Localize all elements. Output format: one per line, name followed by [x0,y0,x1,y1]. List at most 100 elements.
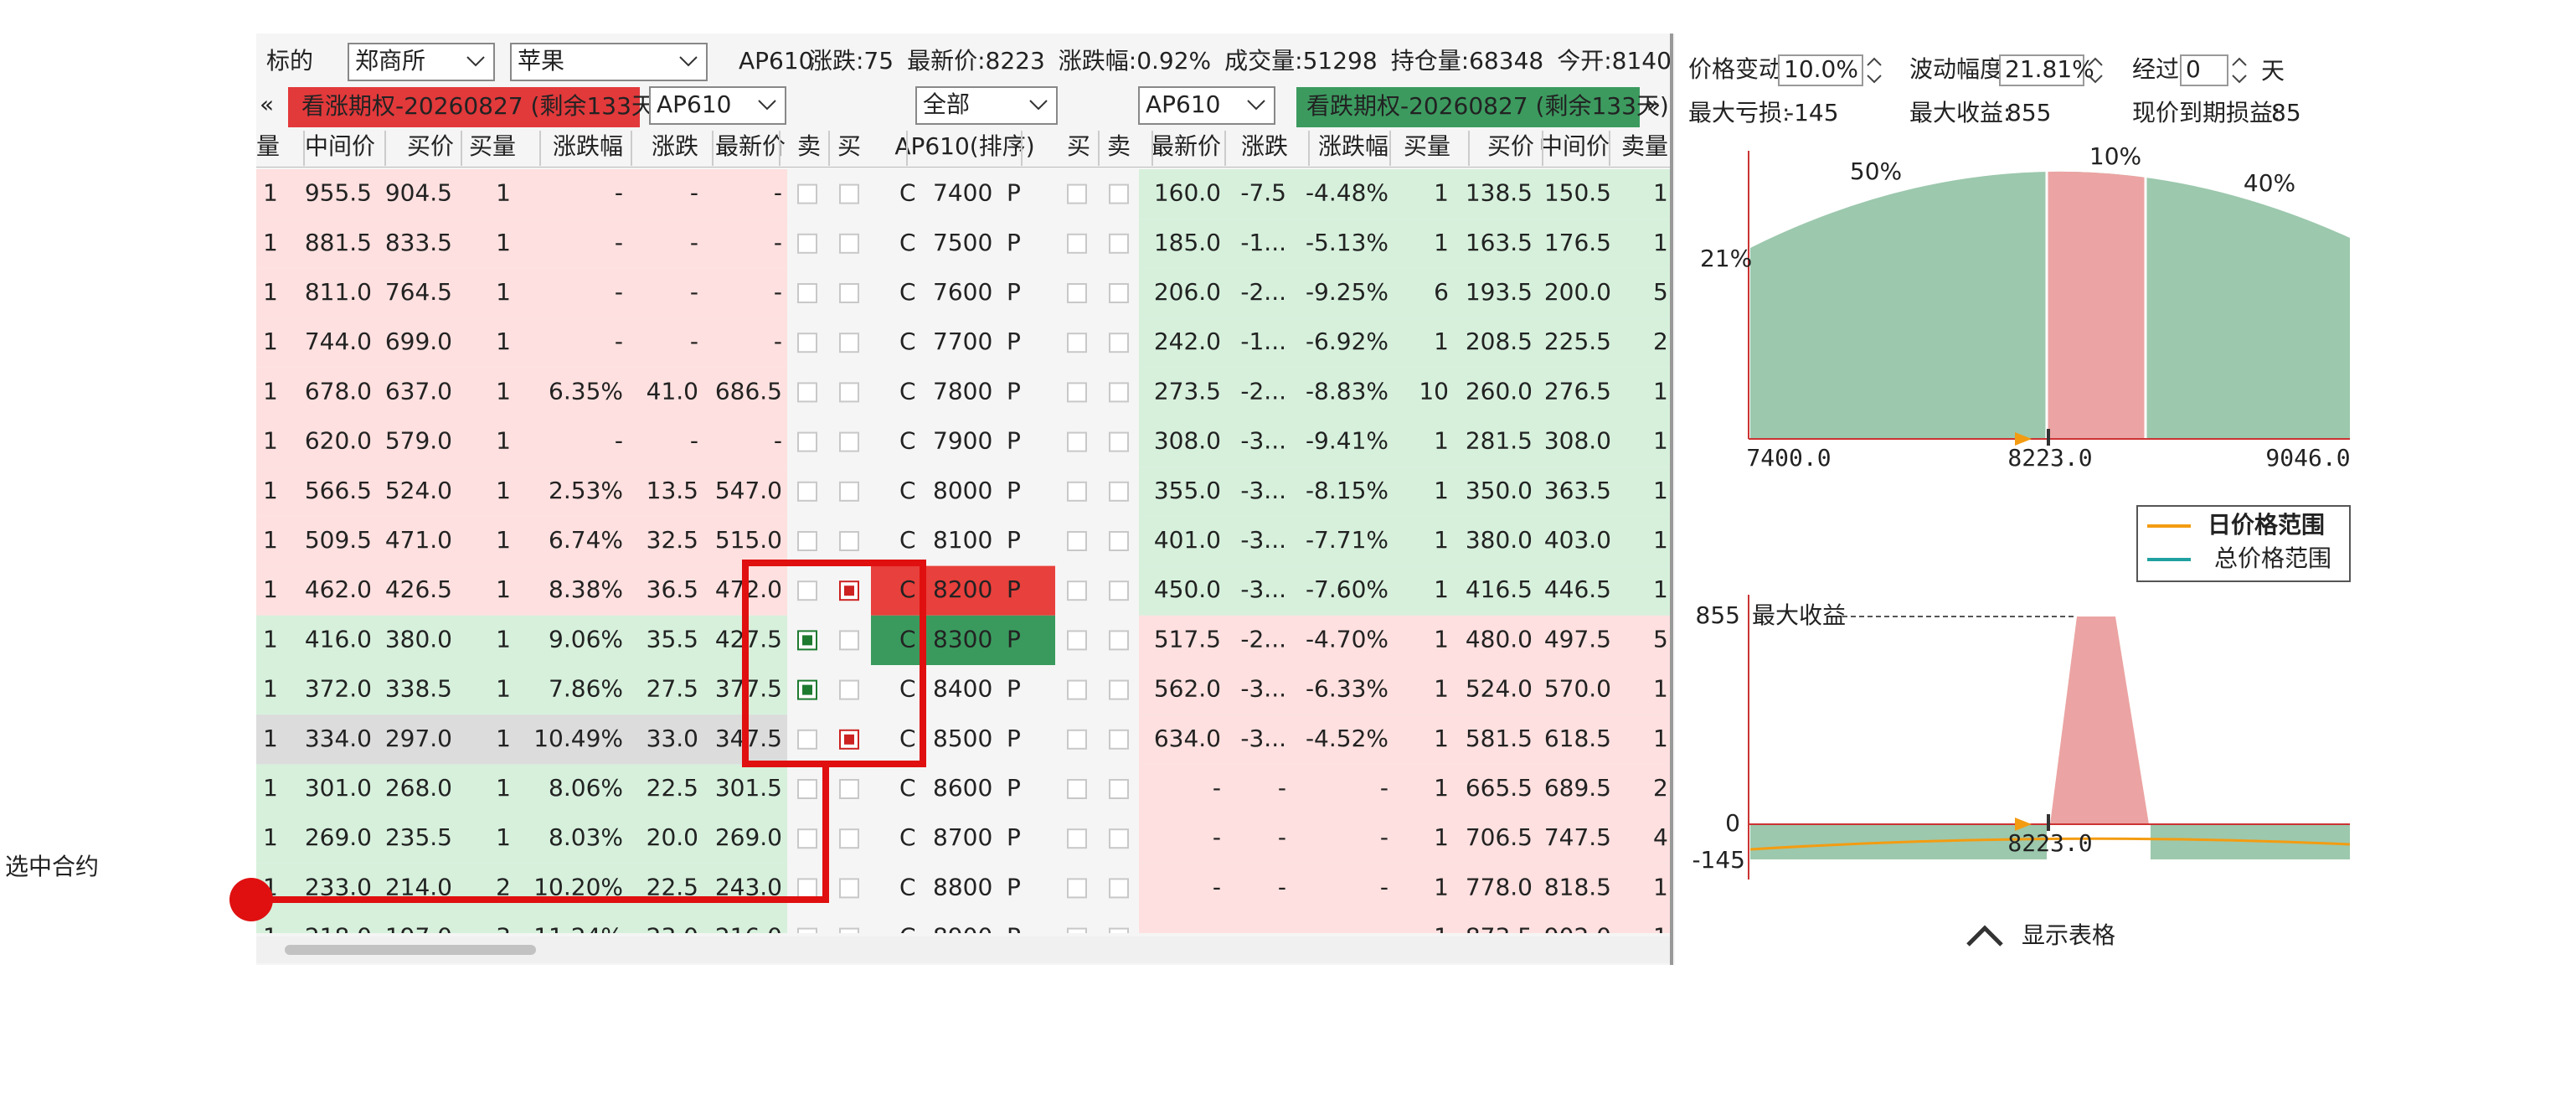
column-header[interactable]: 量 [256,132,280,160]
checkbox[interactable] [797,382,817,403]
select[interactable] [510,43,708,81]
call-cell: 214.0 [385,873,452,900]
call-tab[interactable] [288,87,640,127]
toggle-button[interactable]: 显示表格 [2022,921,2115,949]
column-header[interactable]: 中间价 [1539,132,1610,160]
checkbox[interactable] [1067,927,1087,947]
checkbox[interactable] [797,431,817,452]
checkbox[interactable] [1109,382,1129,403]
column-header[interactable]: 涨跌幅 [553,132,623,160]
call-cell: 269.0 [305,823,372,851]
checkbox[interactable] [1067,183,1087,204]
column-header[interactable]: 买量 [1404,132,1450,160]
checkbox[interactable] [1067,333,1087,353]
checkbox[interactable] [839,481,859,502]
column-header[interactable]: 最新价 [1151,132,1221,160]
next-button[interactable]: » [1646,90,1661,118]
prev-button[interactable]: « [260,90,274,118]
column-header[interactable]: 最新价 [715,132,786,160]
checkbox[interactable] [797,183,817,204]
select[interactable] [915,86,1058,125]
checkbox[interactable] [797,729,817,750]
checkbox[interactable] [797,878,817,899]
column-header[interactable]: 涨跌 [652,132,698,160]
checkbox[interactable] [1067,729,1087,750]
checkbox[interactable] [839,679,859,700]
checkbox[interactable] [1109,531,1129,551]
column-header[interactable]: 涨跌 [1241,132,1288,160]
checkbox[interactable] [797,828,817,849]
checkbox[interactable] [839,531,859,551]
checkbox[interactable] [839,382,859,403]
checkbox[interactable] [1067,630,1087,651]
checkbox[interactable] [839,431,859,452]
checkbox[interactable] [1067,679,1087,700]
checkbox[interactable] [1109,878,1129,899]
column-header[interactable]: 买 [837,132,861,160]
column-header[interactable]: 卖量 [1621,132,1668,160]
column-header[interactable]: 买价 [1487,132,1534,160]
column-header[interactable]: 涨跌幅 [1318,132,1388,160]
checkbox[interactable] [1109,630,1129,651]
checkbox[interactable] [1109,679,1129,700]
input[interactable] [2180,54,2228,86]
checkbox[interactable] [1109,779,1129,799]
checkbox[interactable] [1067,283,1087,303]
spinner[interactable] [1867,57,1882,84]
column-header[interactable]: 买价 [407,132,454,160]
checkbox[interactable] [1067,531,1087,551]
checkbox[interactable] [797,481,817,502]
input[interactable] [1778,54,1863,86]
checkbox[interactable] [1109,481,1129,502]
checkbox[interactable] [839,878,859,899]
checkbox[interactable] [1109,283,1129,303]
checkbox[interactable] [1109,333,1129,353]
checkbox[interactable] [839,779,859,799]
checkbox[interactable] [797,531,817,551]
checkbox[interactable] [1067,878,1087,899]
scrollbar-thumb[interactable] [285,945,536,955]
call-cell: 8.03% [549,823,623,851]
column-header[interactable]: AP610(排序) [894,132,1034,160]
checkbox[interactable] [1067,481,1087,502]
select[interactable] [348,43,495,81]
call-cell: 811.0 [305,278,372,306]
checkbox[interactable] [797,283,817,303]
checkbox[interactable] [1067,580,1087,601]
toggle-chevron[interactable] [1966,925,2003,947]
column-header[interactable]: 卖 [797,132,821,160]
input[interactable] [1999,54,2084,86]
checkbox[interactable] [839,233,859,254]
checkbox[interactable] [797,927,817,947]
checkbox[interactable] [1109,580,1129,601]
column-header[interactable]: 中间价 [305,132,375,160]
checkbox[interactable] [1067,828,1087,849]
spinner[interactable] [2232,57,2247,84]
checkbox[interactable] [1067,233,1087,254]
put-cells [1139,565,1670,616]
checkbox[interactable] [1109,729,1129,750]
checkbox[interactable] [1109,233,1129,254]
checkbox[interactable] [839,828,859,849]
checkbox[interactable] [1067,779,1087,799]
column-header[interactable]: 卖 [1107,132,1131,160]
checkbox[interactable] [1109,927,1129,947]
checkbox[interactable] [797,233,817,254]
checkbox[interactable] [1109,828,1129,849]
checkbox[interactable] [1067,382,1087,403]
column-header[interactable]: 买量 [469,132,516,160]
checkbox[interactable] [797,333,817,353]
put-tab[interactable] [1296,87,1640,127]
checkbox[interactable] [839,333,859,353]
checkbox[interactable] [797,779,817,799]
column-header[interactable]: 买 [1067,132,1090,160]
checkbox[interactable] [1109,183,1129,204]
checkbox[interactable] [797,580,817,601]
checkbox[interactable] [1067,431,1087,452]
checkbox[interactable] [1109,431,1129,452]
checkbox[interactable] [839,183,859,204]
checkbox[interactable] [839,927,859,947]
spinner[interactable] [2088,57,2103,84]
checkbox[interactable] [839,283,859,303]
checkbox[interactable] [839,630,859,651]
